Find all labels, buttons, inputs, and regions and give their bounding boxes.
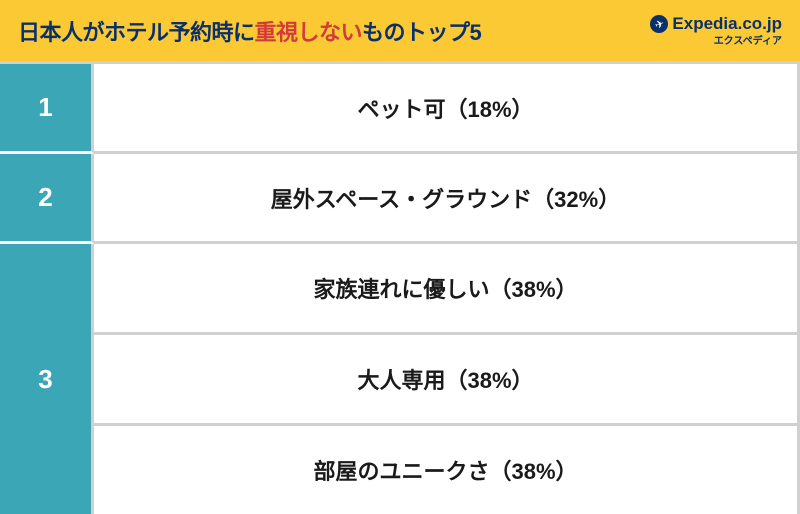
content-cell: ペット可（18%）	[94, 64, 800, 154]
rank-cell: 3	[0, 244, 94, 514]
content-cell: 大人専用（38%）	[94, 335, 800, 426]
brand-subtitle: エクスペディア	[714, 32, 782, 47]
table-row: 3家族連れに優しい（38%）大人専用（38%）部屋のユニークさ（38%）	[0, 244, 800, 514]
brand-logo: Expedia.co.jp エクスペディア	[650, 14, 782, 47]
title-post: ものトップ5	[362, 20, 481, 45]
rank-cell: 1	[0, 64, 94, 154]
table-body: 1ペット可（18%）2屋外スペース・グラウンド（32%）3家族連れに優しい（38…	[0, 64, 800, 514]
table-row: 2屋外スペース・グラウンド（32%）	[0, 154, 800, 244]
content-cell: 部屋のユニークさ（38%）	[94, 426, 800, 514]
brand-name: Expedia.co.jp	[672, 14, 782, 34]
table-row: 1ペット可（18%）	[0, 64, 800, 154]
table-header: 日本人がホテル予約時に重視しないものトップ5 Expedia.co.jp エクス…	[0, 0, 800, 64]
brand-top: Expedia.co.jp	[650, 14, 782, 34]
content-cell: 屋外スペース・グラウンド（32%）	[94, 154, 800, 244]
title-highlight: 重視しない	[255, 20, 363, 45]
content-stack: ペット可（18%）	[94, 64, 800, 154]
ranking-table: 日本人がホテル予約時に重視しないものトップ5 Expedia.co.jp エクス…	[0, 0, 800, 514]
content-stack: 家族連れに優しい（38%）大人専用（38%）部屋のユニークさ（38%）	[94, 244, 800, 514]
content-cell: 家族連れに優しい（38%）	[94, 244, 800, 335]
content-stack: 屋外スペース・グラウンド（32%）	[94, 154, 800, 244]
page-title: 日本人がホテル予約時に重視しないものトップ5	[18, 15, 481, 47]
title-pre: 日本人がホテル予約時に	[18, 20, 255, 45]
rank-cell: 2	[0, 154, 94, 244]
airplane-icon	[650, 15, 668, 33]
